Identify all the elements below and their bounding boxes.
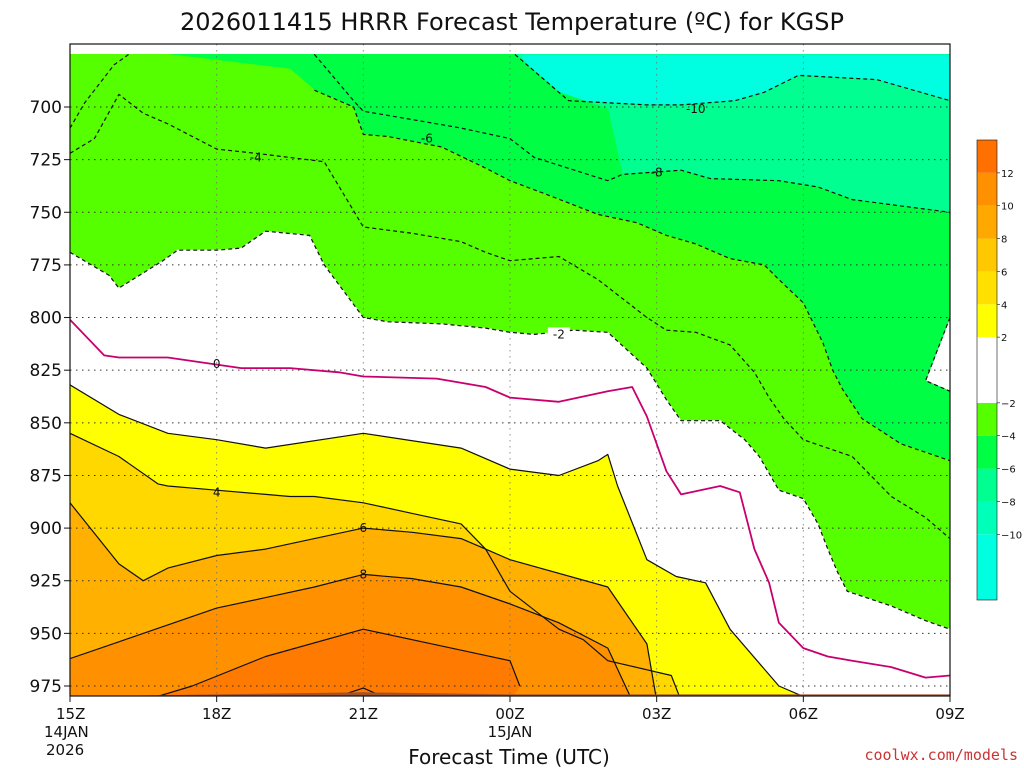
contour-line-4-9	[70, 432, 680, 696]
colorbar-tick-label-7: 6	[1001, 267, 1007, 278]
contour-line-neg10-0	[514, 53, 950, 106]
y-tick-label-925: 925	[30, 572, 62, 592]
y-tick-label-975: 975	[30, 677, 62, 697]
colorbar-frame	[976, 139, 998, 601]
colorbar-tick-label-0: −10	[1001, 530, 1022, 541]
colorbar-tick-label-5: 2	[1001, 333, 1007, 344]
colorbar-bin-9	[977, 205, 997, 239]
contour-label-11: 8	[360, 567, 368, 581]
temperature-contours	[70, 53, 950, 696]
contour-label-1: -8	[651, 165, 663, 179]
colorbar-bin-8	[977, 238, 997, 272]
x-tick-label-09Z: 09Z	[935, 705, 964, 723]
x-tick-label-21Z: 21Z	[349, 705, 378, 723]
contour-line-10-12	[156, 628, 521, 696]
y-tick-label-950: 950	[30, 624, 62, 644]
colorbar-bin-11	[977, 140, 997, 173]
contour-label-0: -10	[686, 102, 706, 116]
y-tick-label-800: 800	[30, 309, 62, 329]
x-tick-date-00Z: 15JAN	[488, 723, 533, 741]
y-tick-label-750: 750	[30, 203, 62, 223]
contour-line-neg2-5	[70, 230, 950, 630]
colorbar-tick-label-4: −2	[1001, 399, 1016, 410]
x-tick-label-00Z: 00Z	[495, 705, 524, 723]
colorbar-bin-10	[977, 172, 997, 206]
y-tick-label-875: 875	[30, 466, 62, 486]
contour-line-neg6-3	[314, 89, 950, 462]
chart-title: 2026011415 HRRR Forecast Temperature (ºC…	[180, 8, 844, 36]
colorbar-tick-label-6: 4	[1001, 300, 1007, 311]
contour-line-neg8-1	[313, 54, 950, 213]
y-tick-label-850: 850	[30, 414, 62, 434]
ground-surface	[70, 692, 950, 696]
contour-line-8-11	[70, 573, 631, 696]
colorbar-bin-3	[977, 435, 997, 469]
contour-label-9: 4	[213, 485, 221, 499]
contour-line-0-7	[70, 319, 950, 679]
contour-label-bg-5	[547, 327, 570, 341]
contour-labels: -10 -8 -6 -4 -2 0 4 6 8	[213, 102, 706, 581]
colorbar-bin-1	[977, 501, 997, 535]
x-tick-label-03Z: 03Z	[642, 705, 671, 723]
contour-line-2-8	[70, 384, 804, 696]
x-tick-label-15Z: 15Z	[56, 705, 85, 723]
x-tick-label-06Z: 06Z	[789, 705, 818, 723]
x-tick-year-15Z: 2026	[46, 741, 84, 759]
contour-line-12-13	[343, 687, 379, 695]
y-tick-label-825: 825	[30, 361, 62, 381]
colorbar-tick-label-8: 8	[1001, 235, 1007, 246]
contour-label-3: -6	[421, 132, 433, 146]
colorbar-bin-4	[977, 402, 997, 436]
colorbar-bin-2	[977, 468, 997, 502]
colorbar-tick-label-1: −8	[1001, 497, 1016, 508]
y-axis: 700 725 750 775 800 825 850 875 900 925 950 975	[30, 98, 70, 697]
ground-fill	[70, 692, 950, 696]
colorbar-bin-0	[977, 534, 997, 600]
y-tick-label-725: 725	[30, 151, 62, 171]
colorbar-tick-label-2: −6	[1001, 465, 1016, 476]
y-tick-label-700: 700	[30, 98, 62, 118]
colorbar-bin-5	[977, 337, 997, 403]
contour-line-neg4-4	[70, 93, 950, 540]
colorbar-tick-label-10: 12	[1001, 169, 1014, 180]
x-tick-label-18Z: 18Z	[202, 705, 231, 723]
credit-link[interactable]: coolwx.com/models	[864, 746, 1018, 764]
contour-line-neg6-2	[70, 53, 130, 129]
y-tick-label-775: 775	[30, 256, 62, 276]
contour-label-4: -4	[250, 151, 262, 165]
colorbar-bin-6	[977, 304, 997, 338]
x-axis-label: Forecast Time (UTC)	[408, 745, 610, 768]
colorbar: −10 −8 −6 −4 −2 2 4 6 8 10 12	[976, 139, 1022, 601]
grid-lines	[70, 44, 950, 696]
contour-label-7: 0	[213, 357, 221, 371]
contour-label-10: 6	[360, 521, 368, 535]
colorbar-tick-label-3: −4	[1001, 432, 1016, 443]
x-tick-date-15Z: 14JAN	[44, 723, 89, 741]
colorbar-tick-label-9: 10	[1001, 202, 1014, 213]
y-tick-label-900: 900	[30, 519, 62, 539]
contour-line-6-10	[70, 502, 657, 696]
contour-label-5: -2	[553, 327, 565, 341]
colorbar-bin-7	[977, 271, 997, 305]
